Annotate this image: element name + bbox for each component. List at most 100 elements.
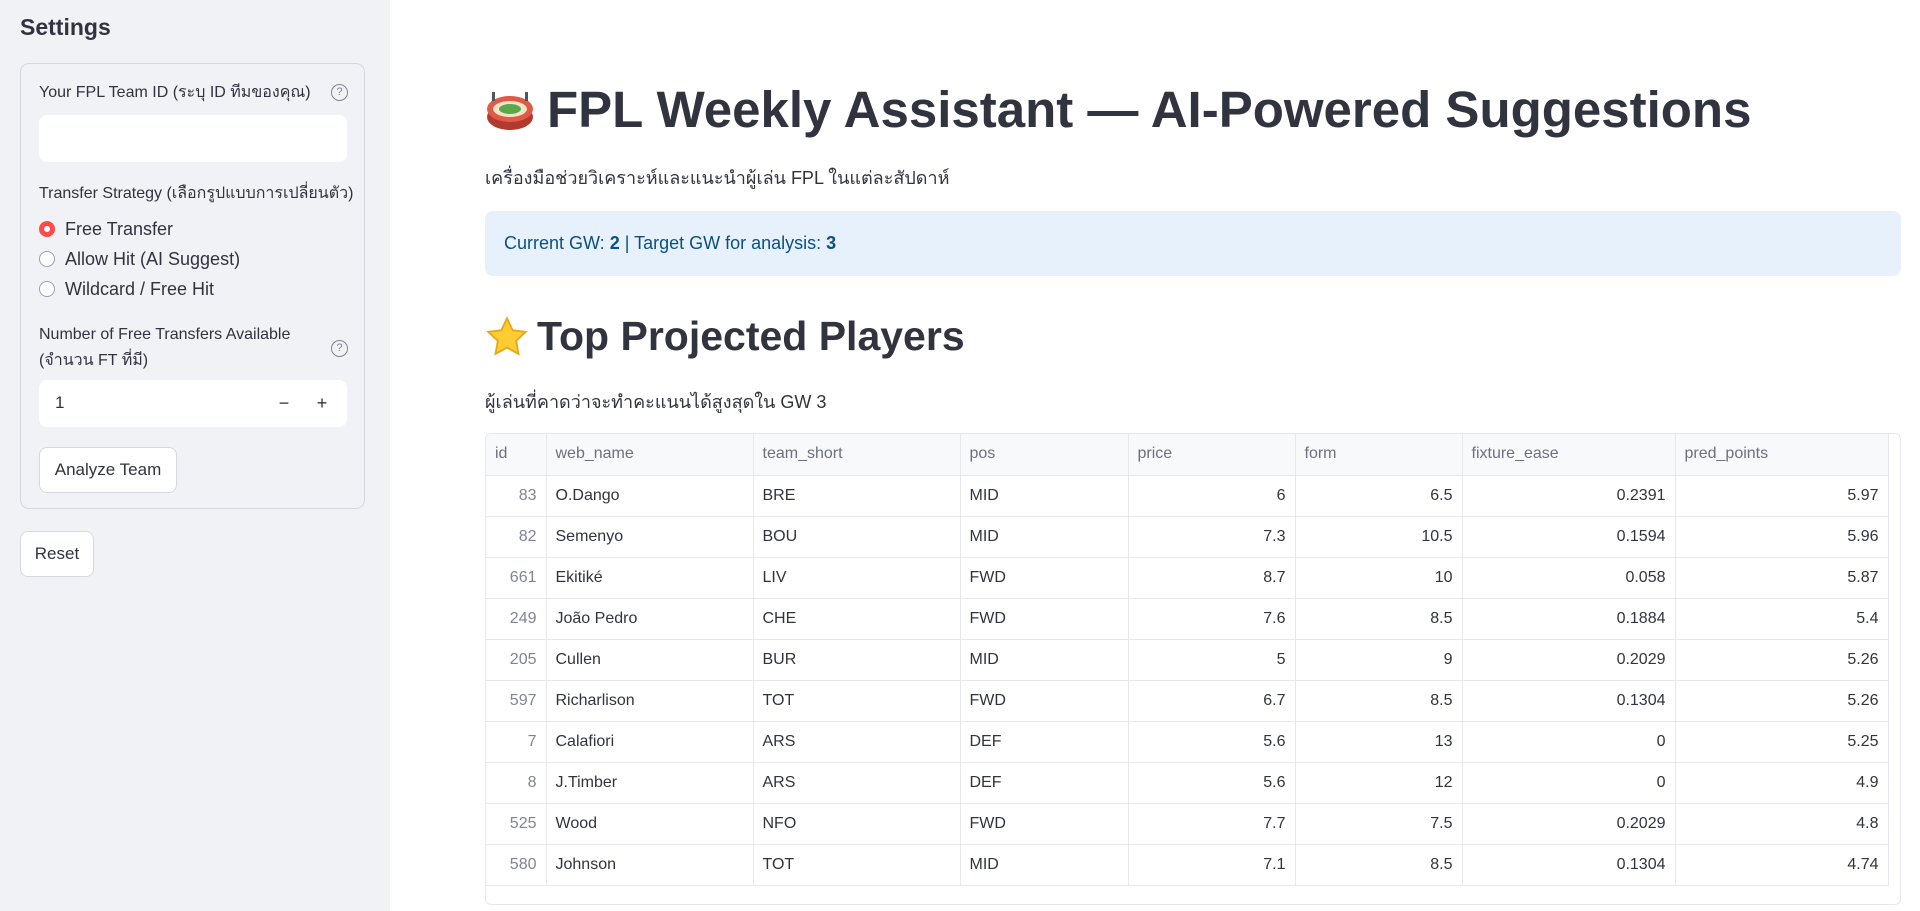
cell-form[interactable]: 8.5 xyxy=(1295,844,1463,886)
ft-stepper[interactable]: 1 − + xyxy=(39,380,347,427)
cell-form[interactable]: 13 xyxy=(1295,721,1463,763)
radio-icon[interactable] xyxy=(39,251,55,267)
column-header-web-name[interactable]: web_name xyxy=(546,434,754,476)
column-header-form[interactable]: form xyxy=(1295,434,1463,476)
cell-id[interactable]: 597 xyxy=(486,680,547,722)
cell-id[interactable]: 8 xyxy=(486,762,547,804)
cell-fixture-ease[interactable]: 0.2391 xyxy=(1462,475,1676,517)
help-icon[interactable]: ? xyxy=(331,340,348,357)
radio-wildcard[interactable]: Wildcard / Free Hit xyxy=(39,275,214,303)
cell-pos[interactable]: MID xyxy=(960,639,1129,681)
cell-pred-points[interactable]: 5.96 xyxy=(1675,516,1889,558)
cell-price[interactable]: 5.6 xyxy=(1128,762,1296,804)
cell-price[interactable]: 7.3 xyxy=(1128,516,1296,558)
cell-team-short[interactable]: NFO xyxy=(753,803,961,845)
cell-fixture-ease[interactable]: 0.2029 xyxy=(1462,803,1676,845)
analyze-team-button[interactable]: Analyze Team xyxy=(39,447,177,493)
cell-pos[interactable]: DEF xyxy=(960,762,1129,804)
radio-free-transfer[interactable]: Free Transfer xyxy=(39,215,173,243)
cell-team-short[interactable]: CHE xyxy=(753,598,961,640)
cell-fixture-ease[interactable]: 0.1884 xyxy=(1462,598,1676,640)
cell-pos[interactable]: FWD xyxy=(960,598,1129,640)
cell-fixture-ease[interactable]: 0 xyxy=(1462,721,1676,763)
cell-form[interactable]: 7.5 xyxy=(1295,803,1463,845)
cell-team-short[interactable]: TOT xyxy=(753,844,961,886)
table-row[interactable]: 205 Cullen BUR MID 5 9 0.2029 5.26 xyxy=(486,639,1889,681)
cell-web-name[interactable]: J.Timber xyxy=(546,762,754,804)
cell-pos[interactable]: FWD xyxy=(960,680,1129,722)
cell-web-name[interactable]: Richarlison xyxy=(546,680,754,722)
cell-team-short[interactable]: LIV xyxy=(753,557,961,599)
table-row[interactable]: 597 Richarlison TOT FWD 6.7 8.5 0.1304 5.26 xyxy=(486,680,1889,722)
column-header-pos[interactable]: pos xyxy=(960,434,1129,476)
cell-price[interactable]: 8.7 xyxy=(1128,557,1296,599)
cell-pos[interactable]: MID xyxy=(960,475,1129,517)
radio-icon[interactable] xyxy=(39,281,55,297)
players-table[interactable]: id web_name team_short pos price form fixture_… xyxy=(485,433,1901,905)
cell-fixture-ease[interactable]: 0.2029 xyxy=(1462,639,1676,681)
cell-id[interactable]: 580 xyxy=(486,844,547,886)
reset-button[interactable]: Reset xyxy=(20,531,94,577)
cell-fixture-ease[interactable]: 0 xyxy=(1462,762,1676,804)
team-id-input[interactable] xyxy=(39,115,347,162)
plus-icon[interactable]: + xyxy=(316,393,328,413)
cell-price[interactable]: 5 xyxy=(1128,639,1296,681)
table-row[interactable]: 249 João Pedro CHE FWD 7.6 8.5 0.1884 5.4 xyxy=(486,598,1889,640)
cell-team-short[interactable]: TOT xyxy=(753,680,961,722)
cell-pos[interactable]: DEF xyxy=(960,721,1129,763)
cell-web-name[interactable]: Wood xyxy=(546,803,754,845)
cell-pos[interactable]: FWD xyxy=(960,557,1129,599)
cell-id[interactable]: 205 xyxy=(486,639,547,681)
cell-pred-points[interactable]: 5.25 xyxy=(1675,721,1889,763)
cell-web-name[interactable]: João Pedro xyxy=(546,598,754,640)
cell-form[interactable]: 8.5 xyxy=(1295,598,1463,640)
cell-fixture-ease[interactable]: 0.1304 xyxy=(1462,680,1676,722)
table-row[interactable]: 661 Ekitiké LIV FWD 8.7 10 0.058 5.87 xyxy=(486,557,1889,599)
cell-id[interactable]: 249 xyxy=(486,598,547,640)
cell-fixture-ease[interactable]: 0.1304 xyxy=(1462,844,1676,886)
table-row[interactable]: 8 J.Timber ARS DEF 5.6 12 0 4.9 xyxy=(486,762,1889,804)
cell-price[interactable]: 6.7 xyxy=(1128,680,1296,722)
minus-icon[interactable]: − xyxy=(278,393,290,413)
cell-form[interactable]: 12 xyxy=(1295,762,1463,804)
cell-form[interactable]: 8.5 xyxy=(1295,680,1463,722)
cell-id[interactable]: 525 xyxy=(486,803,547,845)
cell-team-short[interactable]: ARS xyxy=(753,721,961,763)
cell-id[interactable]: 82 xyxy=(486,516,547,558)
table-row[interactable]: 83 O.Dango BRE MID 6 6.5 0.2391 5.97 xyxy=(486,475,1889,517)
help-icon[interactable]: ? xyxy=(331,84,348,101)
cell-team-short[interactable]: BOU xyxy=(753,516,961,558)
cell-team-short[interactable]: BRE xyxy=(753,475,961,517)
radio-selected-icon[interactable] xyxy=(39,221,55,237)
cell-pred-points[interactable]: 4.9 xyxy=(1675,762,1889,804)
column-header-price[interactable]: price xyxy=(1128,434,1296,476)
column-header-pred-points[interactable]: pred_points xyxy=(1675,434,1889,476)
cell-web-name[interactable]: O.Dango xyxy=(546,475,754,517)
cell-id[interactable]: 7 xyxy=(486,721,547,763)
cell-price[interactable]: 7.7 xyxy=(1128,803,1296,845)
cell-pred-points[interactable]: 5.97 xyxy=(1675,475,1889,517)
cell-pos[interactable]: MID xyxy=(960,516,1129,558)
cell-web-name[interactable]: Johnson xyxy=(546,844,754,886)
cell-team-short[interactable]: BUR xyxy=(753,639,961,681)
cell-web-name[interactable]: Ekitiké xyxy=(546,557,754,599)
cell-pred-points[interactable]: 5.4 xyxy=(1675,598,1889,640)
table-row[interactable]: 580 Johnson TOT MID 7.1 8.5 0.1304 4.74 xyxy=(486,844,1889,886)
cell-pred-points[interactable]: 4.74 xyxy=(1675,844,1889,886)
cell-price[interactable]: 6 xyxy=(1128,475,1296,517)
radio-allow-hit[interactable]: Allow Hit (AI Suggest) xyxy=(39,245,240,273)
cell-price[interactable]: 7.6 xyxy=(1128,598,1296,640)
table-row[interactable]: 7 Calafiori ARS DEF 5.6 13 0 5.25 xyxy=(486,721,1889,763)
cell-pred-points[interactable]: 5.26 xyxy=(1675,680,1889,722)
table-row[interactable]: 525 Wood NFO FWD 7.7 7.5 0.2029 4.8 xyxy=(486,803,1889,845)
cell-price[interactable]: 5.6 xyxy=(1128,721,1296,763)
cell-form[interactable]: 6.5 xyxy=(1295,475,1463,517)
cell-fixture-ease[interactable]: 0.058 xyxy=(1462,557,1676,599)
cell-id[interactable]: 83 xyxy=(486,475,547,517)
cell-form[interactable]: 10.5 xyxy=(1295,516,1463,558)
cell-price[interactable]: 7.1 xyxy=(1128,844,1296,886)
column-header-fixture-ease[interactable]: fixture_ease xyxy=(1462,434,1676,476)
cell-pred-points[interactable]: 4.8 xyxy=(1675,803,1889,845)
cell-pos[interactable]: FWD xyxy=(960,803,1129,845)
column-header-team-short[interactable]: team_short xyxy=(753,434,961,476)
